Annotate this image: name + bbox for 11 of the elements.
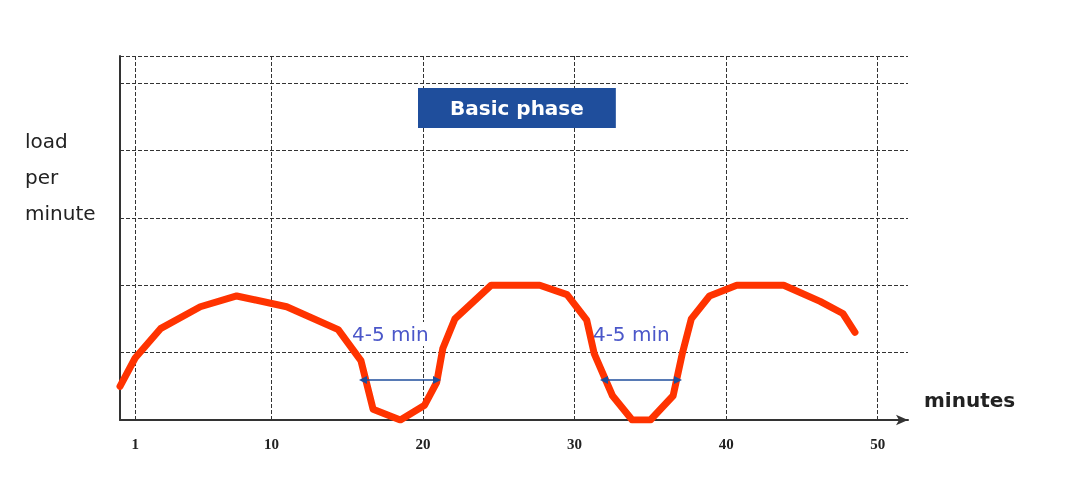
- x-tick-label: 10: [264, 435, 280, 452]
- x-tick-label: 20: [415, 435, 431, 452]
- y-axis-title: load per minute: [25, 129, 96, 225]
- x-axis-title: minutes: [924, 388, 1016, 412]
- x-tick-label: 1: [131, 435, 139, 452]
- annotation: 4-5 min: [592, 322, 670, 346]
- x-tick-label: 50: [870, 435, 886, 452]
- text: Basic phase: [450, 96, 584, 120]
- x-tick-label: 40: [718, 435, 734, 452]
- x-tick-label: 30: [567, 435, 583, 452]
- annotation: 4-5 min: [351, 322, 429, 346]
